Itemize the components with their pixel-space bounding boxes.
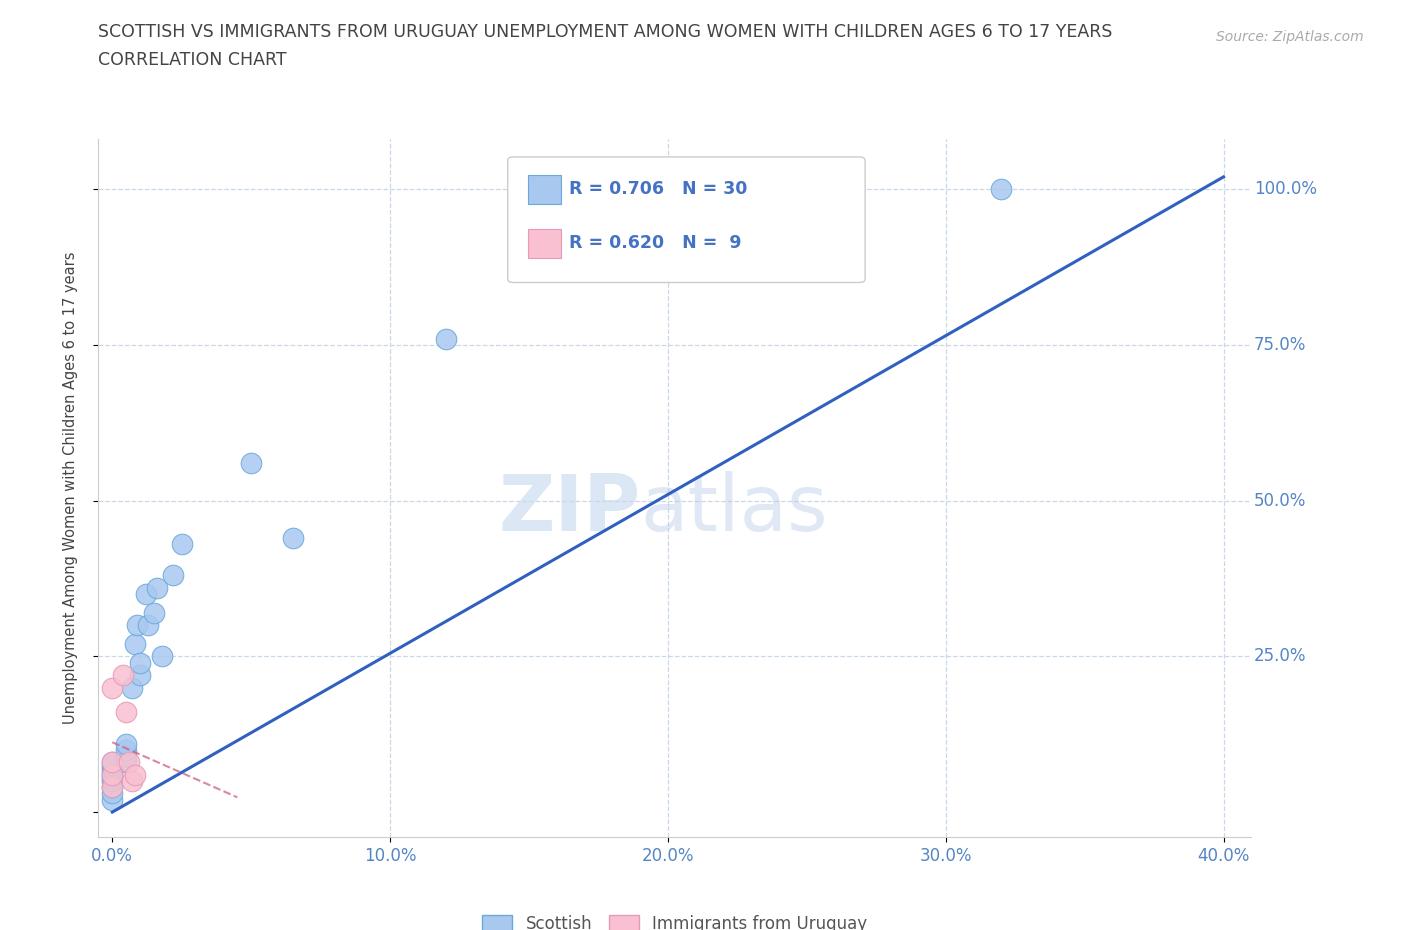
Text: 75.0%: 75.0%: [1254, 336, 1306, 354]
Point: [124, 767, 146, 782]
Point: [127, 618, 149, 632]
Point: [121, 680, 143, 695]
Point: [101, 779, 124, 794]
Point: [115, 755, 138, 770]
Text: Source: ZipAtlas.com: Source: ZipAtlas.com: [1216, 30, 1364, 44]
Point: [115, 742, 138, 757]
FancyBboxPatch shape: [529, 229, 561, 259]
Point: [101, 792, 124, 807]
Point: [101, 774, 124, 789]
Point: [143, 605, 166, 620]
Point: [101, 779, 124, 794]
Point: [101, 761, 124, 776]
Point: [101, 786, 124, 801]
Point: [101, 755, 124, 770]
Point: [281, 531, 304, 546]
Point: [129, 668, 152, 683]
Point: [115, 737, 138, 751]
Point: [434, 331, 457, 346]
Point: [138, 618, 160, 632]
Y-axis label: Unemployment Among Women with Children Ages 6 to 17 years: Unemployment Among Women with Children A…: [63, 252, 77, 724]
Point: [112, 668, 135, 683]
Point: [240, 456, 263, 471]
FancyBboxPatch shape: [529, 175, 561, 205]
Point: [162, 568, 184, 583]
Point: [101, 758, 124, 773]
Text: ZIP: ZIP: [498, 472, 640, 547]
Point: [170, 537, 193, 551]
Text: SCOTTISH VS IMMIGRANTS FROM URUGUAY UNEMPLOYMENT AMONG WOMEN WITH CHILDREN AGES : SCOTTISH VS IMMIGRANTS FROM URUGUAY UNEM…: [98, 23, 1112, 41]
Point: [150, 649, 173, 664]
Text: 100.0%: 100.0%: [1254, 180, 1316, 198]
Point: [101, 755, 124, 770]
Point: [115, 705, 138, 720]
Point: [101, 767, 124, 782]
Point: [118, 755, 141, 770]
Point: [990, 182, 1012, 197]
Text: R = 0.706   N = 30: R = 0.706 N = 30: [569, 180, 747, 198]
Point: [101, 767, 124, 782]
Legend: Scottish, Immigrants from Uruguay: Scottish, Immigrants from Uruguay: [475, 908, 875, 930]
Point: [135, 587, 157, 602]
Point: [124, 636, 146, 651]
Point: [101, 764, 124, 779]
Point: [145, 580, 167, 595]
Text: atlas: atlas: [640, 472, 828, 547]
Text: R = 0.620   N =  9: R = 0.620 N = 9: [569, 233, 741, 252]
Point: [101, 680, 124, 695]
Text: 25.0%: 25.0%: [1254, 647, 1306, 665]
Point: [121, 774, 143, 789]
Text: 50.0%: 50.0%: [1254, 492, 1306, 510]
Point: [115, 749, 138, 764]
Point: [101, 770, 124, 785]
FancyBboxPatch shape: [508, 157, 865, 283]
Text: CORRELATION CHART: CORRELATION CHART: [98, 51, 287, 69]
Point: [129, 656, 152, 671]
